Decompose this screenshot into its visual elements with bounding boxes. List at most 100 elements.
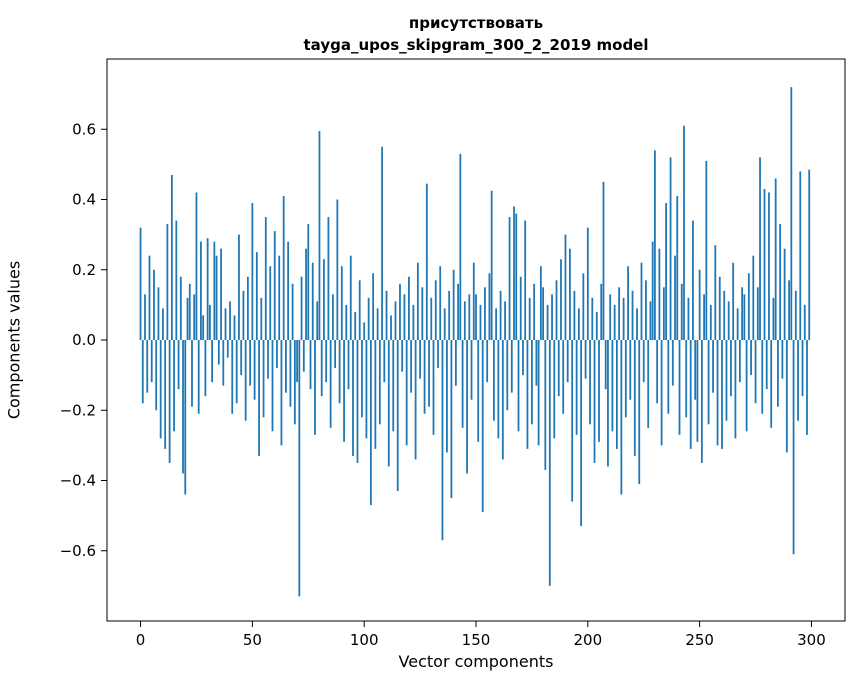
bar xyxy=(155,340,158,411)
bar xyxy=(260,297,263,340)
bar xyxy=(689,340,692,449)
bar xyxy=(320,340,323,397)
bar xyxy=(658,248,661,340)
bar xyxy=(676,195,679,340)
bar xyxy=(584,340,587,379)
bar xyxy=(808,169,811,340)
bar xyxy=(575,340,578,435)
bar xyxy=(298,340,301,597)
bar xyxy=(258,340,260,456)
bar xyxy=(638,340,641,485)
bar xyxy=(441,340,444,541)
bar xyxy=(707,340,710,425)
bar xyxy=(267,340,269,379)
bar xyxy=(763,188,766,340)
bar xyxy=(517,340,520,432)
bar xyxy=(358,280,361,340)
bar xyxy=(166,224,169,340)
bar xyxy=(477,340,480,442)
bar xyxy=(752,255,755,340)
bar xyxy=(640,262,643,340)
bar xyxy=(718,276,721,340)
bar xyxy=(551,294,553,340)
bar xyxy=(146,340,149,393)
bar xyxy=(446,340,448,453)
bar xyxy=(231,340,234,414)
bar xyxy=(730,340,732,397)
bar xyxy=(251,203,254,340)
bar xyxy=(365,340,368,439)
bar xyxy=(215,255,218,340)
bar xyxy=(479,304,482,341)
bar xyxy=(179,276,182,340)
bar xyxy=(412,304,415,341)
bar xyxy=(338,340,341,404)
x-tick-label: 50 xyxy=(243,631,262,649)
bar xyxy=(325,340,328,383)
bar xyxy=(600,283,603,340)
bar xyxy=(452,269,455,340)
bar xyxy=(394,301,397,340)
bar xyxy=(343,340,345,442)
bar xyxy=(589,340,591,425)
bar xyxy=(526,340,529,449)
bar xyxy=(709,304,712,341)
bar xyxy=(311,262,314,340)
bar xyxy=(202,315,205,340)
bar xyxy=(573,290,576,340)
bar xyxy=(376,308,379,340)
bar xyxy=(533,283,536,340)
y-tick-label: −0.6 xyxy=(60,542,96,560)
bar xyxy=(806,340,808,435)
bar xyxy=(613,304,616,341)
bar xyxy=(141,340,144,404)
bar xyxy=(678,340,681,435)
bar xyxy=(497,340,500,439)
bar xyxy=(714,245,717,340)
bar xyxy=(671,340,674,386)
y-tick-label: 0.6 xyxy=(72,120,96,138)
bar xyxy=(622,297,625,340)
bar xyxy=(235,340,238,404)
bar xyxy=(620,340,623,495)
bar xyxy=(609,294,612,340)
bar xyxy=(493,340,495,421)
y-tick-label: 0.0 xyxy=(72,331,96,349)
bar xyxy=(291,283,294,340)
bar xyxy=(385,290,388,340)
bar xyxy=(555,280,558,340)
bar xyxy=(481,340,484,513)
bar xyxy=(425,183,428,340)
bar xyxy=(546,304,549,341)
bar xyxy=(271,340,274,432)
bar xyxy=(669,157,672,340)
bar xyxy=(367,297,370,340)
bar xyxy=(278,255,281,340)
bar xyxy=(434,280,437,340)
bar xyxy=(607,340,609,467)
bar xyxy=(430,297,433,340)
bar xyxy=(204,340,207,397)
bar xyxy=(296,340,298,383)
bar xyxy=(159,340,162,439)
bar xyxy=(282,195,285,340)
bar xyxy=(323,259,325,340)
bar xyxy=(649,301,652,340)
bar xyxy=(470,340,473,400)
bar xyxy=(457,283,459,340)
bar xyxy=(595,311,598,340)
bar xyxy=(329,340,332,428)
x-tick-label: 300 xyxy=(797,631,826,649)
bar xyxy=(618,287,621,340)
bar xyxy=(280,340,283,446)
bar xyxy=(564,234,567,341)
bar xyxy=(144,294,146,340)
bar xyxy=(683,125,685,341)
bar xyxy=(285,340,287,393)
bar xyxy=(405,340,408,446)
bar xyxy=(383,340,386,383)
bar xyxy=(794,290,797,340)
y-tick-label: −0.4 xyxy=(60,472,96,490)
bar xyxy=(148,255,151,340)
bar xyxy=(781,340,784,379)
